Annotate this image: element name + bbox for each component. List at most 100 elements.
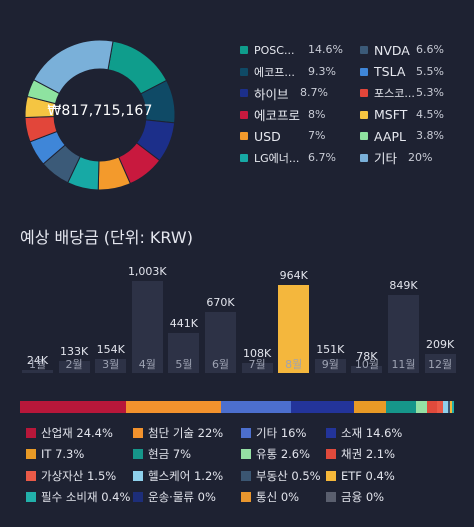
dividend-bar (58, 360, 90, 373)
holding-name: MSFT (374, 107, 408, 122)
bar-column[interactable]: 209K (424, 248, 456, 373)
sector-bar-segment (221, 401, 291, 413)
holding-swatch (360, 153, 368, 162)
bar-column[interactable]: 151K (314, 248, 346, 373)
portfolio-total-value: ₩817,715,167 (47, 103, 153, 119)
bar-column[interactable]: 108K (241, 248, 273, 373)
bar-value-label: 24K (26, 354, 49, 367)
sector-bar-segment (448, 401, 451, 413)
holding-item[interactable]: NVDA (360, 40, 410, 60)
holding-name: LG에너... (254, 151, 300, 165)
sector-legend-item[interactable]: 부동산 0.5% (241, 468, 321, 484)
sector-bar-segment (385, 401, 417, 413)
holding-item[interactable]: 하이브 (240, 83, 289, 103)
bar-value-label: 133K (59, 344, 89, 358)
month-label: 10월 (354, 358, 379, 371)
bar-column[interactable]: 964K (278, 248, 310, 373)
sector-swatch (26, 492, 36, 502)
month-label: 9월 (321, 358, 339, 371)
bar-value-label: 78K (356, 349, 378, 363)
sector-legend-item[interactable]: 소재 14.6% (326, 425, 402, 441)
sector-legend-item[interactable]: 첨단 기술 22% (133, 425, 223, 441)
sector-bar-segment (290, 401, 355, 413)
holding-swatch (360, 46, 368, 54)
month-label: 7월 (248, 358, 266, 371)
sector-swatch (133, 492, 143, 502)
sector-swatch (326, 449, 336, 459)
sector-swatch (326, 492, 336, 502)
bar-value-label: 849K (389, 279, 418, 293)
holding-percent: 6.7% (308, 150, 336, 164)
sector-legend-item[interactable]: ETF 0.4% (326, 468, 395, 484)
sector-bar-segment (416, 401, 428, 413)
sector-legend-label: 헬스케어 1.2% (148, 469, 224, 483)
sector-legend-item[interactable]: 운송·물류 0% (133, 489, 216, 505)
bar-column[interactable]: 154K (95, 248, 127, 373)
holding-swatch (240, 89, 248, 97)
sector-legend-item[interactable]: 가상자산 1.5% (26, 468, 116, 484)
holding-name: TSLA (374, 64, 406, 79)
sector-legend-item[interactable]: 통신 0% (241, 489, 299, 505)
bar-column[interactable]: 78K (351, 248, 383, 373)
dividend-bar (22, 370, 53, 373)
portfolio-donut-chart: ₩817,715,167 (20, 30, 180, 200)
month-label: 1월 (28, 358, 47, 371)
holding-item[interactable]: USD (240, 126, 281, 146)
holding-percent: 3.8% (416, 129, 444, 142)
bar-column[interactable]: 133K (58, 248, 90, 373)
bar-column[interactable]: 849K (388, 248, 419, 373)
sector-bar-segment (20, 401, 126, 413)
holding-percent: 7% (308, 129, 326, 142)
holding-name: NVDA (374, 42, 410, 58)
holding-item[interactable]: 기타 (360, 148, 397, 168)
sector-bar-segment (427, 401, 437, 413)
sector-legend-label: ETF 0.4% (341, 469, 395, 483)
holding-name: 하이브 (254, 86, 289, 102)
sector-legend-label: 가상자산 1.5% (41, 469, 117, 483)
sector-legend-item[interactable]: 유통 2.6% (241, 446, 310, 462)
sector-legend-item[interactable]: 현금 7% (133, 446, 191, 462)
dividend-bar (95, 358, 127, 373)
holding-item[interactable]: 에코프로 (240, 105, 300, 125)
holding-item[interactable]: 포스코... (360, 83, 415, 103)
sector-legend-item[interactable]: 필수 소비재 0.4% (26, 489, 130, 505)
holding-item[interactable]: POSC... (240, 40, 294, 60)
holding-item[interactable]: 에코프... (240, 62, 295, 82)
holding-item[interactable]: MSFT (360, 105, 407, 125)
sector-swatch (241, 471, 251, 481)
sector-swatch (133, 449, 143, 459)
bar-column[interactable]: 1,003K (128, 248, 167, 373)
dividend-bar (205, 311, 236, 373)
sector-swatch (326, 471, 336, 481)
dividend-bar (278, 284, 310, 373)
sector-legend-item[interactable]: 헬스케어 1.2% (133, 468, 223, 484)
sector-legend-item[interactable]: 채권 2.1% (326, 446, 395, 462)
month-label: 6월 (211, 358, 230, 371)
dividend-bar (314, 359, 346, 373)
sector-swatch (241, 492, 251, 502)
dividend-bar (168, 332, 200, 373)
month-label: 3월 (102, 358, 120, 371)
sector-legend-item[interactable]: 금융 0% (326, 489, 384, 505)
month-label: 11월 (391, 358, 416, 371)
sector-bar-segment (354, 401, 386, 413)
holding-percent: 5.3% (416, 86, 444, 99)
sector-legend-item[interactable]: 기타 16% (241, 425, 306, 441)
holding-item[interactable]: LG에너... (240, 148, 299, 168)
sector-legend-label: IT 7.3% (41, 447, 85, 461)
sector-legend-label: 부동산 0.5% (256, 469, 321, 483)
sector-legend-item[interactable]: IT 7.3% (26, 446, 84, 462)
holding-item[interactable]: TSLA (360, 62, 405, 82)
sector-swatch (26, 449, 36, 459)
bar-column[interactable]: 441K (168, 248, 200, 373)
holding-swatch (240, 67, 248, 76)
holding-percent: 14.6% (308, 43, 343, 56)
bar-column[interactable]: 670K (205, 248, 236, 373)
holding-swatch (360, 67, 368, 76)
donut-svg (24, 39, 176, 191)
bar-column[interactable]: 24K (22, 248, 53, 373)
holding-swatch (240, 132, 248, 140)
holding-name: POSC... (254, 43, 295, 57)
holding-item[interactable]: AAPL (360, 126, 406, 146)
sector-legend-item[interactable]: 산업재 24.4% (26, 425, 113, 441)
